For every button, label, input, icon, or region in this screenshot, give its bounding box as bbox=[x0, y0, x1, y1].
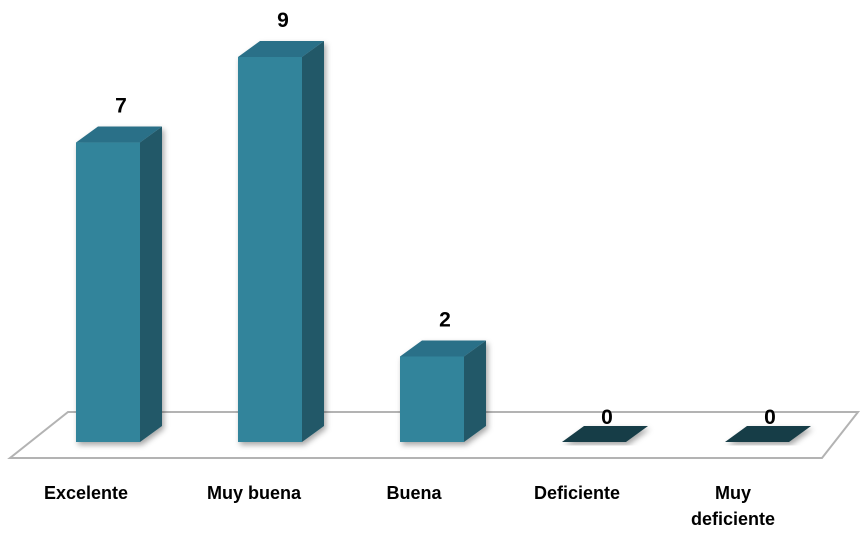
bar-front bbox=[238, 57, 302, 442]
bar-side bbox=[302, 41, 324, 442]
bar-0 bbox=[76, 126, 162, 443]
category-labels: 7 Excelente 9 Muy buena 2 Buena 0 Deficiente 0 Mu… bbox=[44, 9, 776, 529]
bar-side bbox=[140, 126, 162, 443]
category-label: Buena bbox=[386, 483, 442, 503]
bar-empty bbox=[562, 426, 648, 442]
bar-group bbox=[76, 41, 811, 443]
category-label: Excelente bbox=[44, 483, 128, 503]
bar-2 bbox=[400, 340, 486, 442]
data-label: 9 bbox=[277, 9, 289, 32]
bar-side bbox=[464, 340, 486, 442]
bar-top bbox=[400, 340, 486, 357]
bar-top bbox=[238, 41, 324, 57]
category-label: Deficiente bbox=[534, 483, 620, 503]
data-label: 0 bbox=[764, 406, 776, 429]
bar-3 bbox=[562, 426, 648, 442]
data-label: 0 bbox=[601, 406, 613, 429]
data-label: 2 bbox=[439, 308, 451, 331]
bar-1 bbox=[238, 41, 324, 442]
bar-front bbox=[76, 142, 140, 443]
data-label: 7 bbox=[115, 95, 127, 118]
category-label: Muy buena bbox=[207, 483, 302, 503]
bar-4 bbox=[725, 426, 811, 442]
bar-empty bbox=[725, 426, 811, 442]
category-label: Muy deficiente bbox=[691, 483, 775, 529]
bar-front bbox=[400, 356, 464, 442]
bar-top bbox=[76, 126, 162, 143]
